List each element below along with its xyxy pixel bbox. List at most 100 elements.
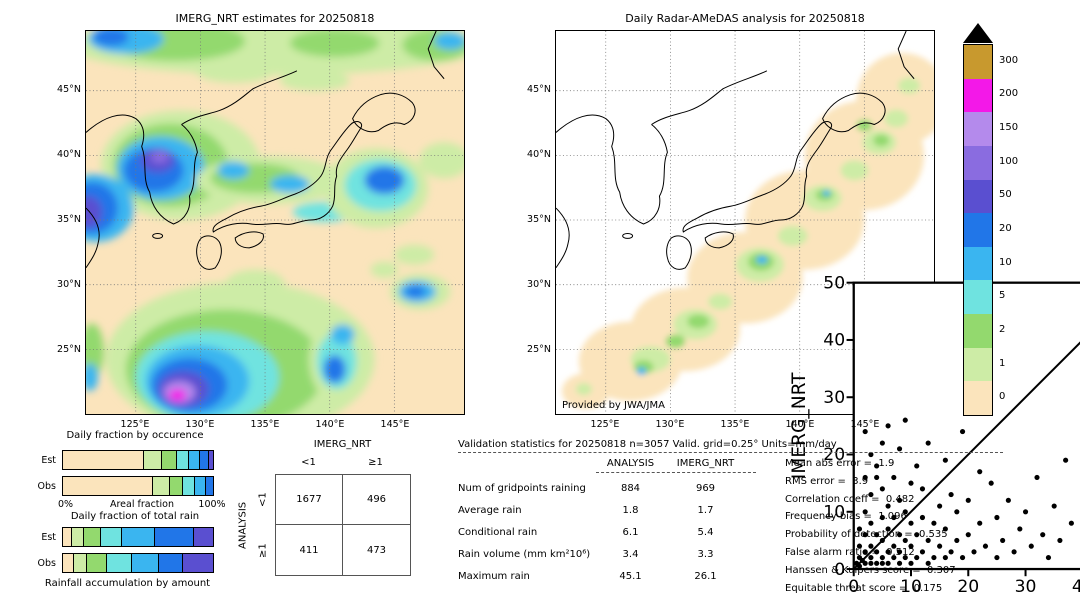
validation-col-imerg: IMERG_NRT (676, 458, 735, 469)
bar-segment (208, 451, 213, 469)
right-map: Provided by JWA/JMA 00101020203030404050… (555, 30, 1080, 612)
colorbar-tick-label: 10 (999, 256, 1012, 268)
svg-text:40: 40 (1072, 577, 1080, 597)
contingency-cell: 496 (343, 475, 410, 525)
right-map-lat-tick: 45°N (527, 84, 551, 95)
contingency-row-label-ge1: ≥1 (257, 543, 269, 558)
right-map-lat-tick: 30°N (527, 279, 551, 290)
colorbar-tick-label: 2 (999, 323, 1006, 335)
right-map-lon-tick: 135°E (720, 419, 750, 430)
bar-segment (63, 477, 153, 495)
colorbar-tick-label: 0 (999, 391, 1006, 403)
contingency-col-label-ge1: ≥1 (368, 457, 383, 468)
scatter-points (854, 417, 1074, 569)
fraction-bar (62, 553, 214, 573)
contingency-row-group-label: ANALYSIS (237, 501, 249, 549)
validation-value: 6.1 (622, 526, 639, 538)
total-rain-title: Daily fraction of total rain (70, 511, 200, 522)
bar-segment (162, 451, 177, 469)
bar-segment (100, 528, 122, 546)
fraction-bar (62, 527, 214, 547)
bar-segment (153, 477, 170, 495)
credit-text: Provided by JWA/JMA (562, 400, 665, 411)
stat-line: Probability of detection = 0.535 (785, 529, 948, 541)
total-rain-est-row: Est (30, 527, 214, 547)
validation-value: 1.7 (697, 504, 714, 516)
colorbar-extend-triangle (963, 23, 993, 43)
validation-row: Maximum rain 45.1 26.1 (458, 565, 758, 587)
right-map-gridlines (556, 31, 934, 414)
svg-text:30: 30 (823, 388, 845, 408)
validation-value: 969 (695, 482, 716, 494)
validation-value: 26.1 (694, 570, 717, 582)
contingency-table: 1677 496 411 473 (275, 474, 411, 576)
svg-text:0: 0 (834, 560, 845, 580)
validation-row: Conditional rain 6.1 5.4 (458, 521, 758, 543)
bar-segment (183, 477, 195, 495)
validation-value: 3.4 (622, 548, 639, 560)
bar-row-label: Est (41, 531, 56, 543)
colorbar-segment-300 (964, 45, 992, 79)
left-map-lat-tick: 30°N (57, 279, 81, 290)
right-precip-field (561, 52, 934, 410)
bar-row-label: Obs (37, 480, 56, 492)
colorbar-tick-label: 5 (999, 290, 1006, 302)
inset-diagonal-line (853, 341, 1080, 570)
validation-col-analysis: ANALYSIS (606, 458, 655, 469)
occurrence-title: Daily fraction by occurence (66, 430, 204, 441)
bar-segment (154, 528, 194, 546)
validation-row-label: Average rain (458, 504, 522, 516)
stat-line: Mean abs error = 1.9 (785, 458, 895, 469)
right-map-coastlines (556, 31, 915, 270)
validation-row: Average rain 1.8 1.7 (458, 499, 758, 521)
contingency-col-label-lt1: <1 (301, 457, 316, 468)
areal-fraction-min: 0% (58, 499, 74, 510)
bar-segment (87, 554, 107, 572)
colorbar-segment-10 (964, 246, 992, 281)
bar-segment (169, 477, 183, 495)
left-map-lon-tick: 140°E (315, 419, 345, 430)
colorbar-segment-2 (964, 314, 992, 348)
right-map-lon-tick: 145°E (850, 419, 880, 430)
left-map (85, 30, 465, 415)
bar-segment (183, 554, 213, 572)
inset-xlabel: ANALYSIS (953, 610, 1041, 612)
colorbar-segment-5 (964, 280, 992, 315)
left-map-svg (86, 31, 464, 414)
svg-text:20: 20 (957, 577, 979, 597)
bar-segment (106, 554, 132, 572)
inset-tick-labels: 0010102020303040405050 (823, 273, 1080, 597)
validation-value: 1.8 (622, 504, 639, 516)
svg-text:40: 40 (823, 331, 845, 351)
stat-line: Hanssen & Kuipers score = 0.307 (785, 564, 956, 576)
bar-segment (189, 451, 200, 469)
right-map-svg (556, 31, 934, 414)
colorbar-tick-label: 150 (999, 122, 1019, 134)
colorbar-tick-label: 50 (999, 189, 1012, 201)
validation-row: Rain volume (mm km²10⁶) 3.4 3.3 (458, 543, 758, 565)
right-map-title: Daily Radar-AMeDAS analysis for 20250818 (625, 12, 865, 25)
bar-segment (73, 554, 87, 572)
left-map-lat-tick: 40°N (57, 149, 81, 160)
colorbar-tick-label: 300 (999, 54, 1019, 66)
left-map-lat-tick: 35°N (57, 214, 81, 225)
right-map-lat-tick: 25°N (527, 344, 551, 355)
colorbar-segment-1 (964, 347, 992, 382)
bar-segment (177, 451, 189, 469)
colorbar-segment-150 (964, 112, 992, 146)
occurrence-est-row: Est (30, 450, 214, 470)
svg-text:0: 0 (848, 577, 859, 597)
contingency-col-group-label: IMERG_NRT (313, 439, 372, 450)
left-map-title: IMERG_NRT estimates for 20250818 (175, 12, 375, 25)
right-map-lat-tick: 35°N (527, 214, 551, 225)
validation-row-label: Conditional rain (458, 526, 538, 538)
total-rain-obs-row: Obs (30, 553, 214, 573)
areal-fraction-max: 100% (198, 499, 226, 510)
stat-line: Correlation coeff = 0.482 (785, 493, 915, 505)
validation-value: 45.1 (619, 570, 642, 582)
contingency-cell: 473 (366, 544, 387, 556)
colorbar-tick-label: 20 (999, 223, 1012, 234)
colorbar-tick-label: 1 (999, 357, 1006, 369)
bar-segment (121, 528, 155, 546)
